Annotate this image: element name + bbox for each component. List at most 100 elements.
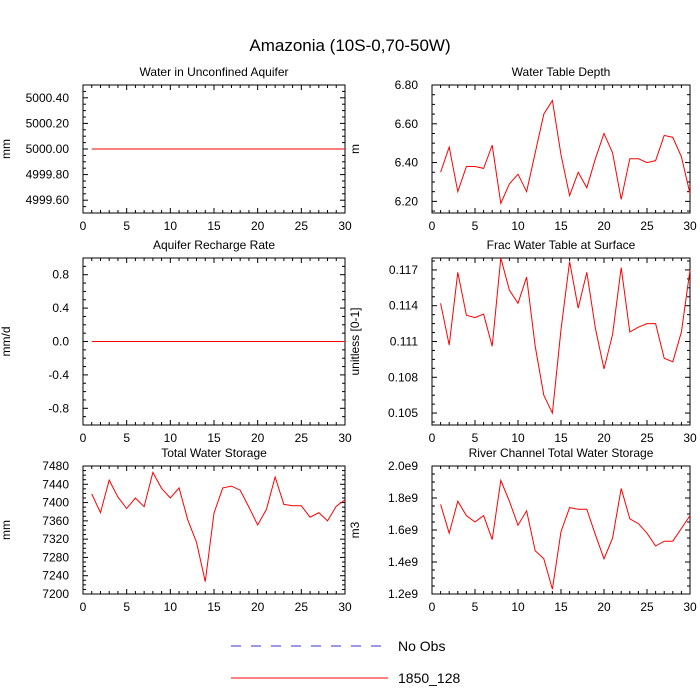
y-axis-label: mm [0, 520, 13, 540]
legend-label: No Obs [398, 638, 445, 654]
x-tick-label: 30 [338, 219, 352, 233]
x-tick-label: 5 [472, 431, 479, 445]
x-tick-label: 15 [554, 219, 568, 233]
x-tick-label: 10 [164, 600, 178, 614]
y-tick-label: 1.4e9 [388, 555, 418, 569]
y-tick-label: 2.0e9 [388, 459, 418, 473]
x-tick-label: 10 [164, 431, 178, 445]
y-tick-label: 6.20 [395, 194, 419, 208]
y-axis-label: m [348, 144, 362, 154]
x-tick-label: 25 [640, 600, 654, 614]
y-axis-label: mm/d [0, 327, 13, 357]
panel-river-channel-total-water-storage: River Channel Total Water Storage m3 0 5 10 1… [348, 446, 697, 614]
x-tick-label: 5 [472, 219, 479, 233]
y-tick-label: 7480 [42, 459, 69, 473]
y-tick-label: 5000.20 [26, 116, 70, 130]
legend-item-1850-128: 1850_128 [231, 670, 461, 686]
x-tick-label: 5 [123, 219, 130, 233]
y-tick-label: 7200 [42, 587, 69, 601]
series-line-1850-128 [440, 257, 691, 415]
series-line-1850-128 [91, 471, 346, 582]
x-tick-label: 5 [123, 600, 130, 614]
y-tick-label: 0.0 [52, 335, 69, 349]
x-tick-label: 25 [640, 431, 654, 445]
y-tick-label: -0.4 [48, 368, 69, 382]
x-tick-label: 30 [683, 600, 697, 614]
x-tick-label: 10 [511, 219, 525, 233]
panel-title: River Channel Total Water Storage [469, 446, 654, 460]
panel-title: Water in Unconfined Aquifer [140, 65, 289, 79]
y-tick-label: 0.114 [389, 299, 418, 313]
x-tick-label: 20 [597, 219, 611, 233]
x-tick-label: 15 [207, 600, 221, 614]
x-tick-label: 10 [511, 431, 525, 445]
x-tick-label: 20 [251, 431, 265, 445]
plot-frame [431, 257, 691, 426]
y-axis-label: unitless [0-1] [348, 307, 362, 375]
x-tick-label: 20 [597, 600, 611, 614]
x-tick-label: 15 [554, 431, 568, 445]
y-tick-label: 7440 [42, 477, 69, 491]
legend-item-no-obs: No Obs [231, 638, 445, 654]
x-tick-label: 20 [597, 431, 611, 445]
x-tick-label: 15 [207, 219, 221, 233]
y-tick-label: 4999.80 [26, 168, 70, 182]
panels: Water in Unconfined Aquifer mm 0 5 10 15 20 25 3… [0, 65, 697, 614]
x-tick-label: 30 [338, 600, 352, 614]
y-tick-label: 0.105 [388, 406, 418, 420]
panel-title: Frac Water Table at Surface [487, 238, 636, 252]
plot-frame [431, 84, 691, 214]
x-tick-label: 0 [429, 600, 436, 614]
panel-title: Water Table Depth [512, 65, 611, 79]
y-tick-label: 6.80 [395, 78, 419, 92]
panel-aquifer-recharge-rate: Aquifer Recharge Rate mm/d 0 5 10 15 20 25 30 -0.… [0, 238, 352, 445]
x-tick-label: 15 [207, 431, 221, 445]
x-tick-label: 0 [429, 431, 436, 445]
y-tick-label: 1.2e9 [388, 587, 418, 601]
y-axis-label: mm [0, 139, 13, 159]
y-tick-label: 5000.40 [26, 91, 70, 105]
series-line-1850-128 [440, 478, 691, 590]
y-tick-label: 0.4 [52, 301, 69, 315]
y-tick-label: 6.40 [395, 156, 419, 170]
plot-frame [431, 465, 691, 595]
legend: No Obs 1850_128 [231, 638, 461, 686]
panel-frac-water-table-at-surface: Frac Water Table at Surface unitless [0-1… [348, 238, 697, 445]
x-tick-label: 25 [295, 600, 309, 614]
y-tick-label: 7360 [42, 514, 69, 528]
x-tick-label: 20 [251, 600, 265, 614]
y-tick-label: 6.60 [395, 117, 419, 131]
x-tick-label: 30 [683, 431, 697, 445]
x-tick-label: 15 [554, 600, 568, 614]
x-tick-label: 30 [338, 431, 352, 445]
x-tick-label: 25 [295, 431, 309, 445]
y-tick-label: 7320 [42, 532, 69, 546]
y-tick-label: 5000.00 [26, 142, 70, 156]
x-tick-label: 30 [683, 219, 697, 233]
y-tick-label: 0.108 [388, 370, 418, 384]
x-tick-label: 25 [640, 219, 654, 233]
panel-water-table-depth: Water Table Depth m 0 5 10 15 20 25 30 6.20 6.40 6.… [348, 65, 697, 233]
x-tick-label: 10 [511, 600, 525, 614]
y-tick-label: 7280 [42, 550, 69, 564]
y-tick-label: 1.8e9 [388, 491, 418, 505]
x-tick-label: 0 [80, 431, 87, 445]
x-tick-label: 10 [164, 219, 178, 233]
plot-frame [82, 465, 346, 595]
panel-total-water-storage: Total Water Storage mm 0 5 10 15 20 25 30 7200 724… [0, 446, 352, 614]
y-tick-label: 1.6e9 [388, 523, 418, 537]
series-line-1850-128 [440, 99, 691, 206]
legend-label: 1850_128 [398, 670, 461, 686]
y-tick-label: 0.117 [389, 263, 418, 277]
x-tick-label: 20 [251, 219, 265, 233]
y-tick-label: 4999.60 [26, 193, 70, 207]
panel-water-in-unconfined-aquifer: Water in Unconfined Aquifer mm 0 5 10 15 20 25 3… [0, 65, 352, 233]
y-tick-label: -0.8 [48, 401, 69, 415]
x-tick-label: 0 [80, 219, 87, 233]
panel-title: Total Water Storage [161, 446, 267, 460]
figure-title: Amazonia (10S-0,70-50W) [249, 36, 450, 55]
panel-title: Aquifer Recharge Rate [153, 238, 275, 252]
x-tick-label: 5 [123, 431, 130, 445]
y-tick-label: 7240 [42, 569, 69, 583]
